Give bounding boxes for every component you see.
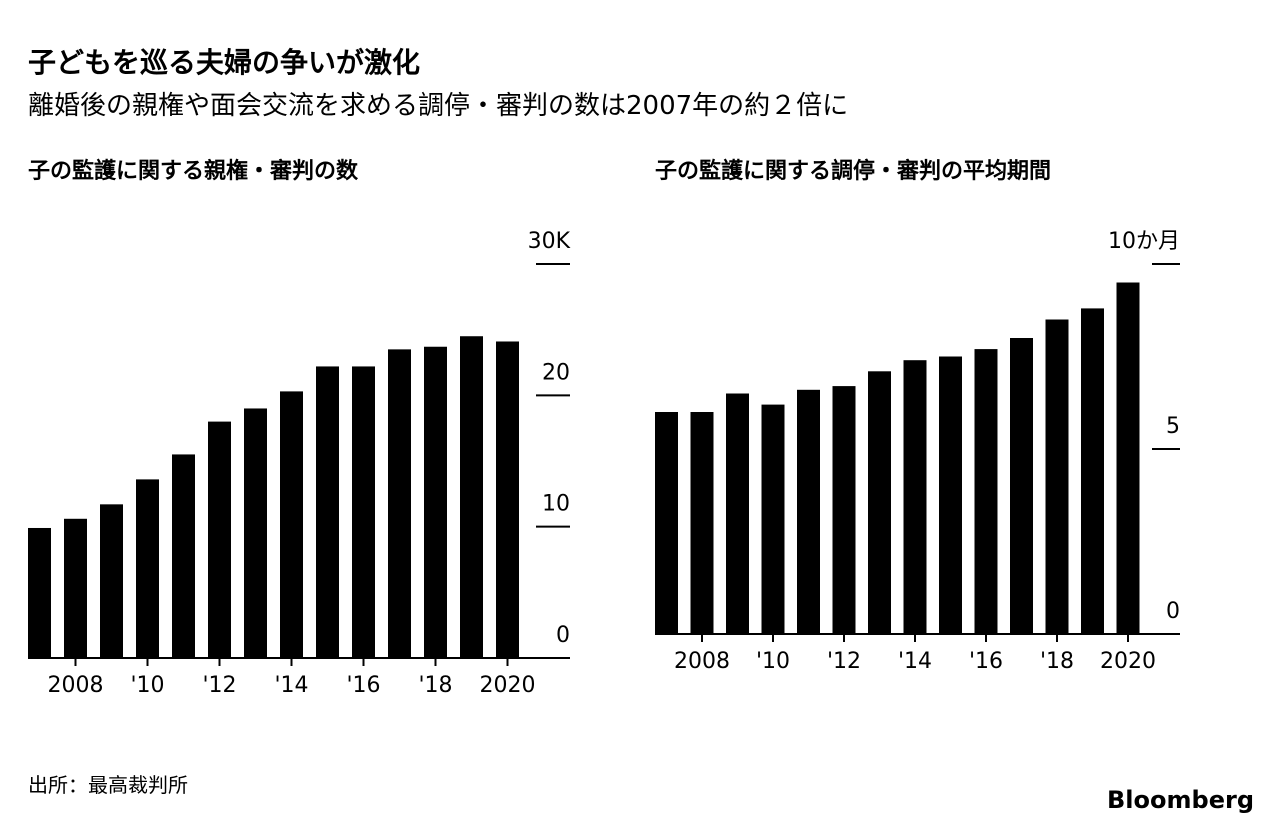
bar bbox=[352, 366, 375, 658]
x-tick-label: 2020 bbox=[480, 673, 536, 698]
bar bbox=[655, 412, 678, 634]
bar bbox=[172, 454, 195, 658]
y-tick-label: 10か月 bbox=[1108, 229, 1180, 254]
y-tick-label: 5 bbox=[1166, 414, 1180, 439]
bar bbox=[868, 371, 891, 634]
y-tick-label: 0 bbox=[1166, 599, 1180, 624]
x-tick-label: '18 bbox=[418, 673, 452, 698]
bar bbox=[64, 518, 87, 658]
subtitle: 離婚後の親権や面会交流を求める調停・審判の数は2007年の約２倍に bbox=[28, 91, 848, 121]
bar bbox=[1010, 338, 1033, 634]
bar bbox=[1116, 282, 1140, 634]
bar bbox=[1081, 308, 1104, 634]
bar bbox=[726, 393, 749, 634]
x-tick-label: 2008 bbox=[674, 649, 730, 674]
x-tick-label: '12 bbox=[827, 649, 861, 674]
bar bbox=[496, 341, 519, 658]
x-tick-label: '14 bbox=[898, 649, 932, 674]
x-tick-label: '12 bbox=[202, 673, 236, 698]
bar bbox=[208, 421, 231, 658]
bar bbox=[939, 356, 962, 634]
x-tick-label: 2020 bbox=[1100, 649, 1156, 674]
chart-title: 子の監護に関する親権・審判の数 bbox=[28, 158, 359, 184]
bar bbox=[316, 366, 339, 658]
x-tick-label: '16 bbox=[346, 673, 380, 698]
x-tick-label: '14 bbox=[274, 673, 308, 698]
y-tick-label: 20 bbox=[542, 360, 570, 385]
x-tick-label: 2008 bbox=[48, 673, 104, 698]
source: 出所：最高裁判所 bbox=[28, 773, 188, 797]
bar bbox=[974, 349, 998, 634]
bar bbox=[1045, 319, 1069, 634]
bar bbox=[100, 504, 123, 658]
bar bbox=[797, 389, 820, 634]
bar bbox=[761, 404, 785, 634]
chart-title: 子の監護に関する調停・審判の平均期間 bbox=[655, 158, 1051, 184]
bar bbox=[136, 479, 159, 658]
bar bbox=[690, 412, 714, 634]
x-tick-label: '16 bbox=[969, 649, 1003, 674]
bar bbox=[244, 408, 267, 658]
x-tick-label: '10 bbox=[756, 649, 790, 674]
y-tick-label: 10 bbox=[542, 492, 570, 517]
y-tick-label: 30K bbox=[528, 229, 571, 254]
bar bbox=[28, 527, 51, 658]
x-tick-label: '10 bbox=[130, 673, 164, 698]
x-tick-label: '18 bbox=[1040, 649, 1074, 674]
bar bbox=[388, 349, 411, 658]
bar bbox=[460, 336, 483, 658]
bar bbox=[424, 346, 447, 658]
bar bbox=[280, 391, 303, 658]
brand: Bloomberg bbox=[1107, 786, 1254, 814]
title: 子どもを巡る夫婦の争いが激化 bbox=[28, 46, 420, 79]
y-tick-label: 0 bbox=[556, 623, 570, 648]
bar bbox=[903, 360, 927, 634]
bar bbox=[832, 386, 856, 634]
